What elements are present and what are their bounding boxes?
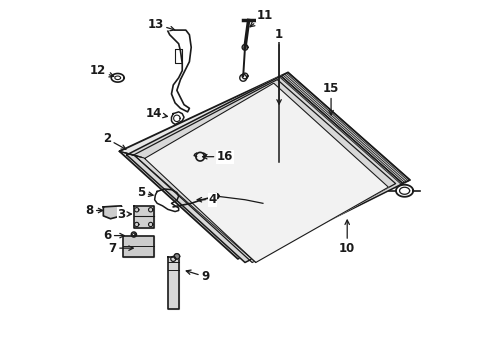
Polygon shape (103, 206, 123, 219)
Text: 9: 9 (186, 270, 210, 283)
Text: 16: 16 (202, 150, 233, 163)
Text: 10: 10 (339, 220, 355, 255)
Polygon shape (120, 72, 410, 259)
Polygon shape (145, 83, 389, 262)
Polygon shape (168, 257, 179, 309)
Text: 14: 14 (146, 107, 168, 120)
Text: 4: 4 (197, 193, 217, 206)
Text: 3: 3 (117, 208, 131, 221)
Polygon shape (134, 206, 153, 228)
Text: 15: 15 (323, 82, 339, 115)
Polygon shape (126, 76, 403, 262)
Text: 11: 11 (250, 9, 273, 27)
Polygon shape (174, 254, 180, 259)
Text: 6: 6 (103, 229, 124, 242)
Text: 5: 5 (137, 186, 153, 199)
Text: 1: 1 (275, 28, 283, 104)
Polygon shape (123, 235, 153, 257)
Text: 13: 13 (147, 18, 174, 31)
Text: 12: 12 (90, 64, 114, 77)
Text: 7: 7 (108, 242, 133, 255)
Text: 8: 8 (85, 204, 103, 217)
Polygon shape (214, 194, 219, 199)
Text: 2: 2 (103, 132, 126, 149)
